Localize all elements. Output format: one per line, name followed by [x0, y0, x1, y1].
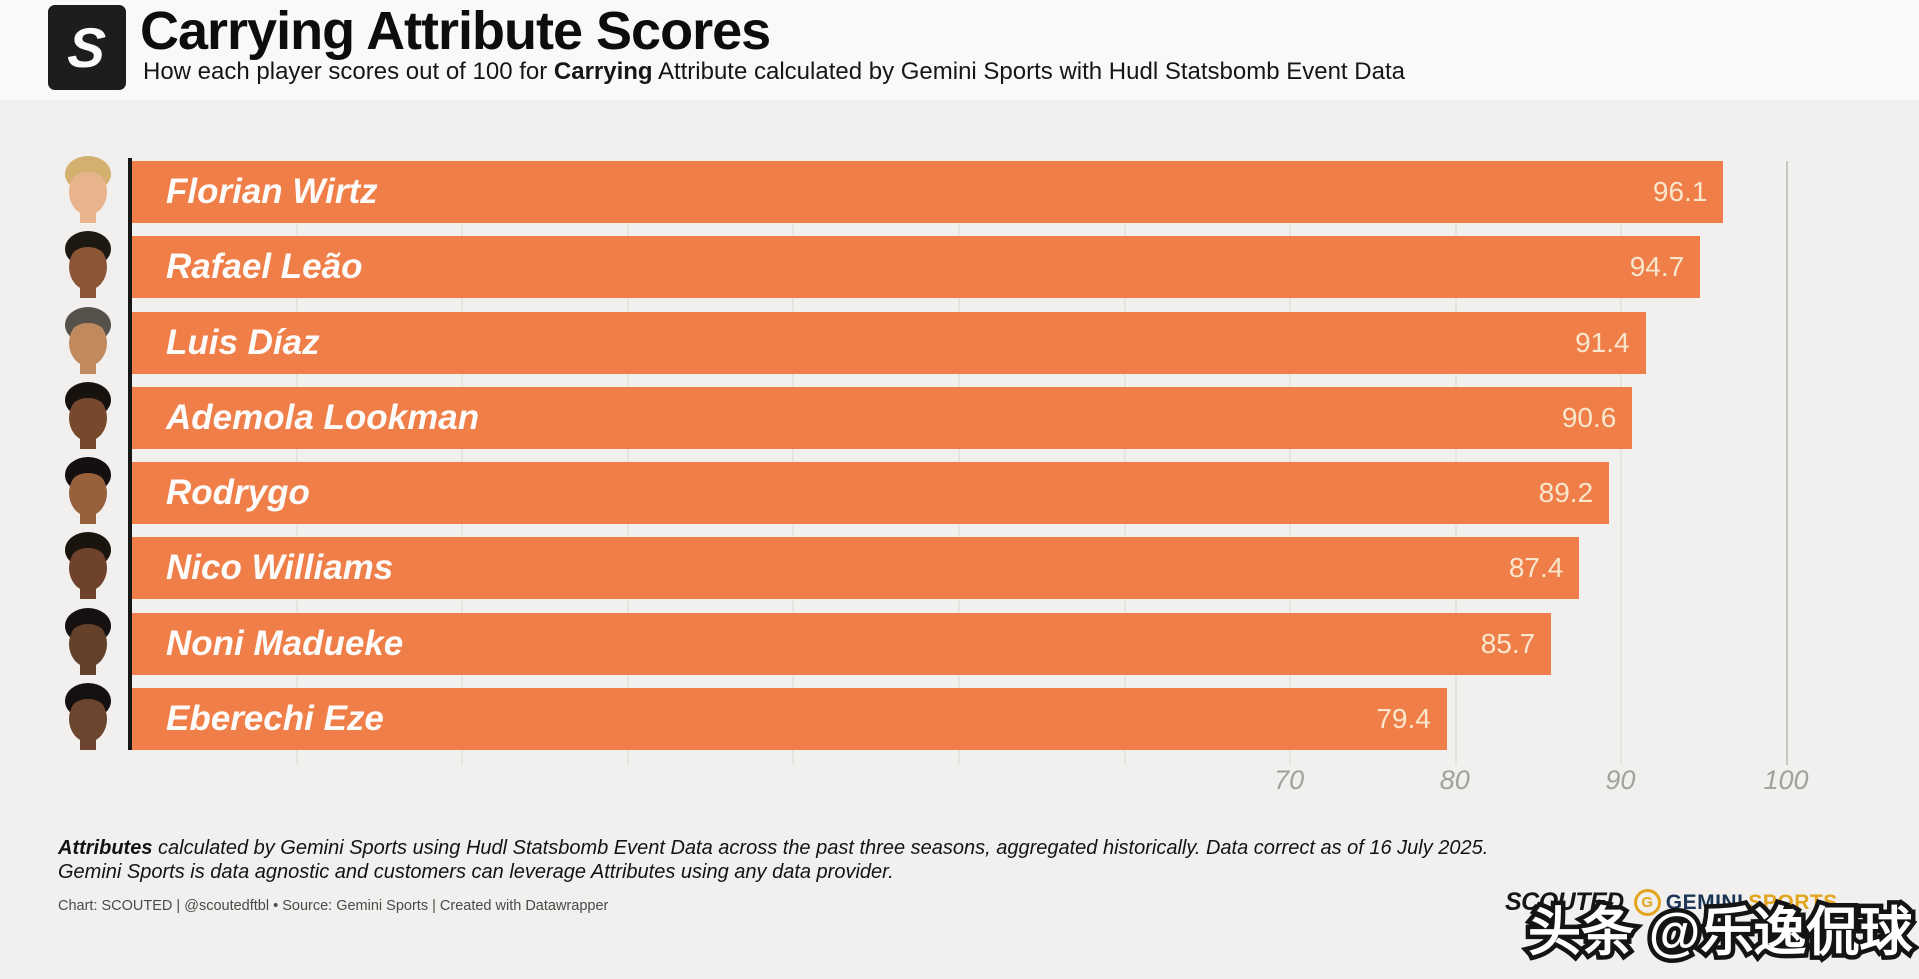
player-avatar	[48, 378, 128, 449]
x-tick-90: 90	[1605, 765, 1636, 795]
player-avatar	[48, 227, 128, 299]
score-bar: Rodrygo 89.2	[132, 462, 1610, 525]
player-row: Noni Madueke 85.7	[0, 607, 1919, 675]
player-name: Luis Díaz	[166, 322, 320, 362]
player-avatar	[48, 453, 128, 525]
player-avatar	[48, 679, 128, 751]
subtitle-bold-word: Carrying	[553, 58, 653, 85]
player-name: Rafael Leão	[166, 247, 363, 287]
score-bar: Nico Williams 87.4	[132, 537, 1580, 600]
player-name: Noni Madueke	[166, 623, 404, 663]
page-title: Carrying Attribute Scores	[140, 1, 771, 61]
chart-credits: Chart: SCOUTED | @scoutedftbl • Source: …	[58, 898, 609, 914]
player-row: Nico Williams 87.4	[0, 532, 1919, 600]
gridline-100	[1786, 161, 1788, 765]
player-avatar	[48, 152, 128, 223]
header-strip	[0, 0, 1919, 100]
score-bar: Florian Wirtz 96.1	[132, 161, 1724, 223]
logo-letter: S	[66, 16, 108, 79]
score-value-label: 79.4	[1376, 703, 1431, 735]
footnote-line-1: Attributes calculated by Gemini Sports u…	[58, 836, 1488, 860]
player-row: Florian Wirtz 96.1	[0, 156, 1919, 223]
score-bar: Noni Madueke 85.7	[132, 612, 1552, 675]
player-avatar	[48, 303, 128, 374]
player-name: Florian Wirtz	[166, 172, 378, 211]
gridline-90	[1620, 161, 1623, 765]
player-avatar	[48, 604, 128, 675]
footnote-line-2: Gemini Sports is data agnostic and custo…	[58, 861, 894, 883]
footnote-bold-word: Attributes	[58, 837, 153, 859]
score-bar: Ademola Lookman 90.6	[132, 386, 1633, 449]
bar-rows: Florian Wirtz 96.1 Rafael Leão 94.7	[0, 156, 1919, 763]
score-value-label: 89.2	[1538, 477, 1594, 509]
toutiao-watermark: 头条 @乐逸侃球	[1528, 890, 1913, 966]
subtitle-post: Attribute calculated by Gemini Sports wi…	[652, 58, 1405, 85]
score-value-label: 90.6	[1561, 401, 1617, 433]
player-row: Rafael Leão 94.7	[0, 231, 1919, 299]
carrying-score-bar-chart: Florian Wirtz 96.1 Rafael Leão 94.7	[0, 156, 1919, 798]
player-name: Eberechi Eze	[166, 699, 384, 739]
player-name: Nico Williams	[166, 548, 394, 588]
score-value-label: 94.7	[1629, 251, 1685, 283]
y-axis-line	[128, 158, 132, 750]
footnote-line-1-text: calculated by Gemini Sports using Hudl S…	[152, 837, 1489, 859]
score-value-label: 87.4	[1508, 552, 1564, 584]
player-name: Ademola Lookman	[166, 397, 480, 437]
player-name: Rodrygo	[166, 473, 310, 513]
score-value-label: 96.1	[1652, 176, 1708, 207]
footnotes: Attributes calculated by Gemini Sports u…	[58, 836, 1488, 884]
score-bar: Eberechi Eze 79.4	[132, 688, 1447, 751]
player-row: Ademola Lookman 90.6	[0, 381, 1919, 449]
subtitle-pre: How each player scores out of 100 for	[143, 58, 554, 85]
scouted-s-logo-icon: S	[48, 5, 126, 90]
x-tick-80: 80	[1439, 765, 1470, 795]
player-avatar	[48, 528, 128, 600]
score-value-label: 91.4	[1575, 326, 1630, 358]
score-value-label: 85.7	[1480, 627, 1536, 659]
player-row: Eberechi Eze 79.4	[0, 683, 1919, 751]
x-tick-100: 100	[1763, 765, 1809, 795]
player-row: Luis Díaz 91.4	[0, 306, 1919, 374]
score-bar: Rafael Leão 94.7	[132, 236, 1701, 299]
page-subtitle: How each player scores out of 100 for Ca…	[143, 58, 1405, 86]
score-bar: Luis Díaz 91.4	[132, 311, 1646, 374]
x-tick-70: 70	[1274, 765, 1305, 795]
player-row: Rodrygo 89.2	[0, 457, 1919, 525]
